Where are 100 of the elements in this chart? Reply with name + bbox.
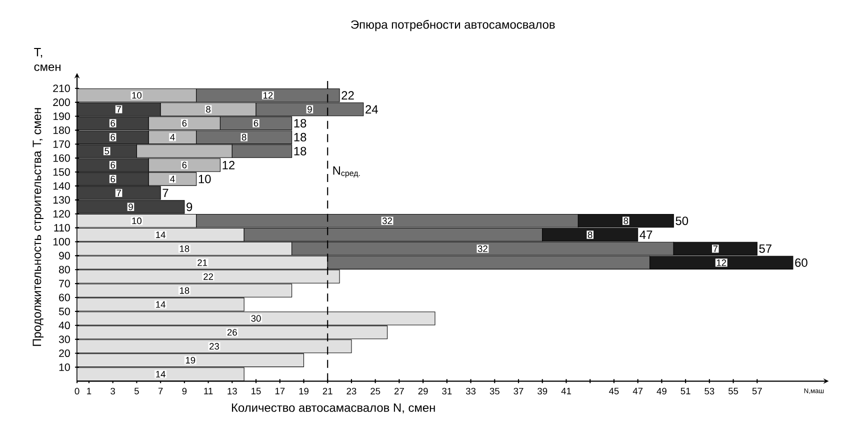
total-label: 9: [186, 202, 192, 212]
data-label: 6: [110, 134, 115, 141]
y-tick-label: 140: [53, 182, 70, 190]
x-tick-label: 31: [442, 388, 452, 395]
y-tick-label: 100: [53, 238, 70, 246]
data-label: 6: [110, 120, 115, 127]
chart-title: Эпюра потребности автосамосвалов: [351, 20, 555, 32]
total-label: 24: [366, 105, 378, 114]
y-tick-label: 110: [54, 224, 70, 232]
x-tick-label: 11: [204, 388, 213, 394]
data-label: 18: [180, 246, 190, 252]
x-tick-label: 37: [514, 388, 524, 395]
y-tick-label: 60: [59, 294, 70, 302]
x-tick-label: 19: [299, 388, 308, 395]
data-label: 12: [716, 260, 726, 266]
x-tick-label: 45: [609, 388, 619, 395]
data-label: 8: [206, 106, 210, 113]
data-label: 4: [170, 176, 175, 182]
total-label: 22: [342, 91, 354, 100]
x-tick-label: 33: [466, 388, 476, 395]
data-label: 21: [198, 260, 208, 266]
total-label: 18: [294, 147, 306, 156]
y-tick-label: 150: [53, 168, 70, 176]
data-label: 8: [624, 218, 628, 224]
data-label: 14: [156, 371, 166, 378]
data-label: 6: [254, 120, 258, 127]
total-label: 12: [222, 161, 234, 170]
total-label: 18: [294, 133, 306, 142]
x-tick-label: 41: [561, 388, 571, 394]
data-label: 14: [156, 301, 166, 308]
y-tick-label: 40: [58, 322, 70, 330]
data-label: 14: [156, 232, 166, 238]
y-tick-label: 90: [59, 252, 70, 260]
data-label: 23: [210, 343, 220, 350]
y-tick-label: 120: [53, 210, 70, 218]
data-label: 5: [104, 148, 110, 155]
total-label: 10: [198, 174, 211, 184]
x-tick-label: 55: [728, 388, 738, 395]
y-tick-label: 170: [53, 140, 70, 148]
data-label: 6: [110, 162, 115, 169]
y-tick-label: 80: [58, 266, 70, 274]
x-tick-label: 25: [370, 388, 380, 395]
x-tick-label: 5: [134, 388, 139, 395]
x-tick-label: 3: [110, 388, 115, 395]
x-tick-label: 47: [632, 388, 643, 394]
y-tick-label: 210: [53, 84, 70, 92]
data-label: 32: [478, 246, 488, 252]
x-tick-label: 57: [752, 388, 762, 395]
x-axis-title: Количество автосамасвалов N, смен: [232, 404, 435, 414]
x-tick-label: 49: [656, 388, 666, 395]
y-tick-label: 190: [53, 112, 70, 120]
data-label: 8: [242, 134, 246, 141]
total-label: 18: [294, 119, 306, 128]
data-label: 7: [713, 246, 718, 252]
x-tick-label: 29: [418, 388, 428, 395]
data-label: 8: [588, 232, 592, 238]
total-label: 50: [676, 216, 688, 226]
x-tick-label: 53: [704, 388, 714, 395]
data-label: 7: [116, 106, 121, 113]
y-tick-label: 200: [53, 98, 70, 106]
data-label: 6: [182, 120, 187, 127]
y-tick-label: 20: [59, 350, 70, 358]
data-label: 9: [128, 204, 133, 210]
x-tick-label: 13: [228, 388, 237, 395]
y-axis-title: Продолжительность строительства Т, смен: [32, 108, 44, 346]
data-label: 7: [116, 190, 121, 196]
total-label: 7: [162, 189, 168, 198]
x-tick-label: 1: [87, 388, 92, 394]
total-label: 57: [759, 244, 772, 254]
y-tick-label: 10: [59, 364, 70, 372]
y-tick-label: 160: [53, 154, 70, 162]
x-tick-label: 23: [346, 388, 356, 395]
x-tick-label: 35: [490, 388, 500, 395]
data-label: 18: [180, 287, 190, 294]
data-label: 9: [308, 106, 312, 113]
x-tick-label: 39: [538, 388, 548, 395]
y-tick-label: 50: [58, 308, 70, 316]
total-label: 47: [640, 230, 652, 240]
y-tick-label: 30: [58, 336, 70, 344]
data-label: 19: [186, 357, 196, 364]
y-tick-label: 180: [53, 126, 70, 134]
data-label: 12: [263, 92, 273, 99]
total-label: 60: [795, 258, 808, 268]
x-tick-label: 51: [680, 388, 690, 395]
x-tick-label: 17: [275, 388, 285, 394]
text: Т, смен: [34, 48, 60, 72]
x-tick-label: 27: [394, 388, 404, 395]
data-label: 22: [204, 274, 213, 280]
x-tick-label: 7: [158, 388, 163, 394]
x-tick-label: 21: [322, 388, 332, 395]
x-tick-label: 9: [182, 388, 187, 395]
data-label: 10: [132, 218, 142, 224]
data-label: 6: [182, 162, 187, 169]
data-label: 26: [227, 329, 237, 336]
x-tick-label: 15: [252, 388, 261, 395]
x-tick-label: 0: [74, 388, 80, 395]
data-label: 32: [382, 218, 392, 224]
data-label: 10: [132, 92, 142, 99]
data-label: 30: [251, 315, 261, 322]
data-label: 4: [170, 134, 175, 141]
